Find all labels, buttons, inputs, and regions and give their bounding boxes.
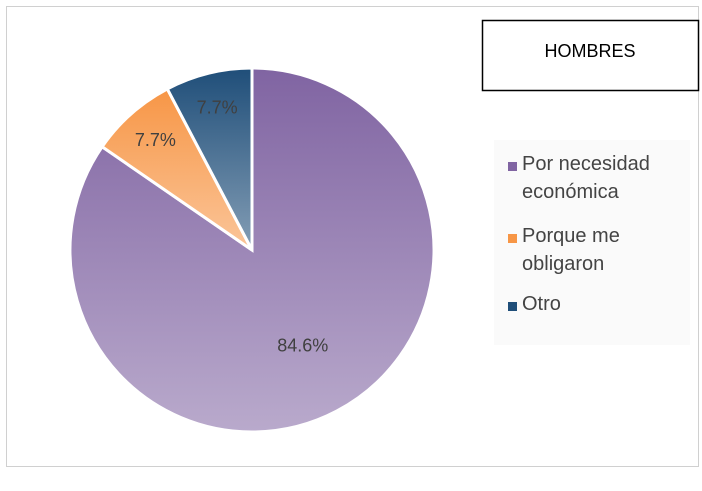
legend-label: Por necesidad económica (522, 153, 650, 203)
data-label: 7.7% (197, 97, 238, 117)
legend-swatch (508, 302, 517, 311)
pie-slice (165, 66, 254, 251)
legend-swatch (508, 162, 517, 171)
legend-label: Otro (522, 293, 561, 315)
data-label: 7.7% (135, 130, 176, 150)
pie: 84.6% 7.7% 7.7% (68, 66, 436, 434)
chart-title: HOMBRES (544, 41, 635, 61)
legend-label: Porque me obligaron (522, 225, 620, 275)
legend-swatch (508, 234, 517, 243)
title-box (481, 19, 700, 92)
pie-slice (68, 66, 436, 434)
legend-box (494, 140, 690, 345)
data-label: 84.6% (277, 335, 328, 355)
